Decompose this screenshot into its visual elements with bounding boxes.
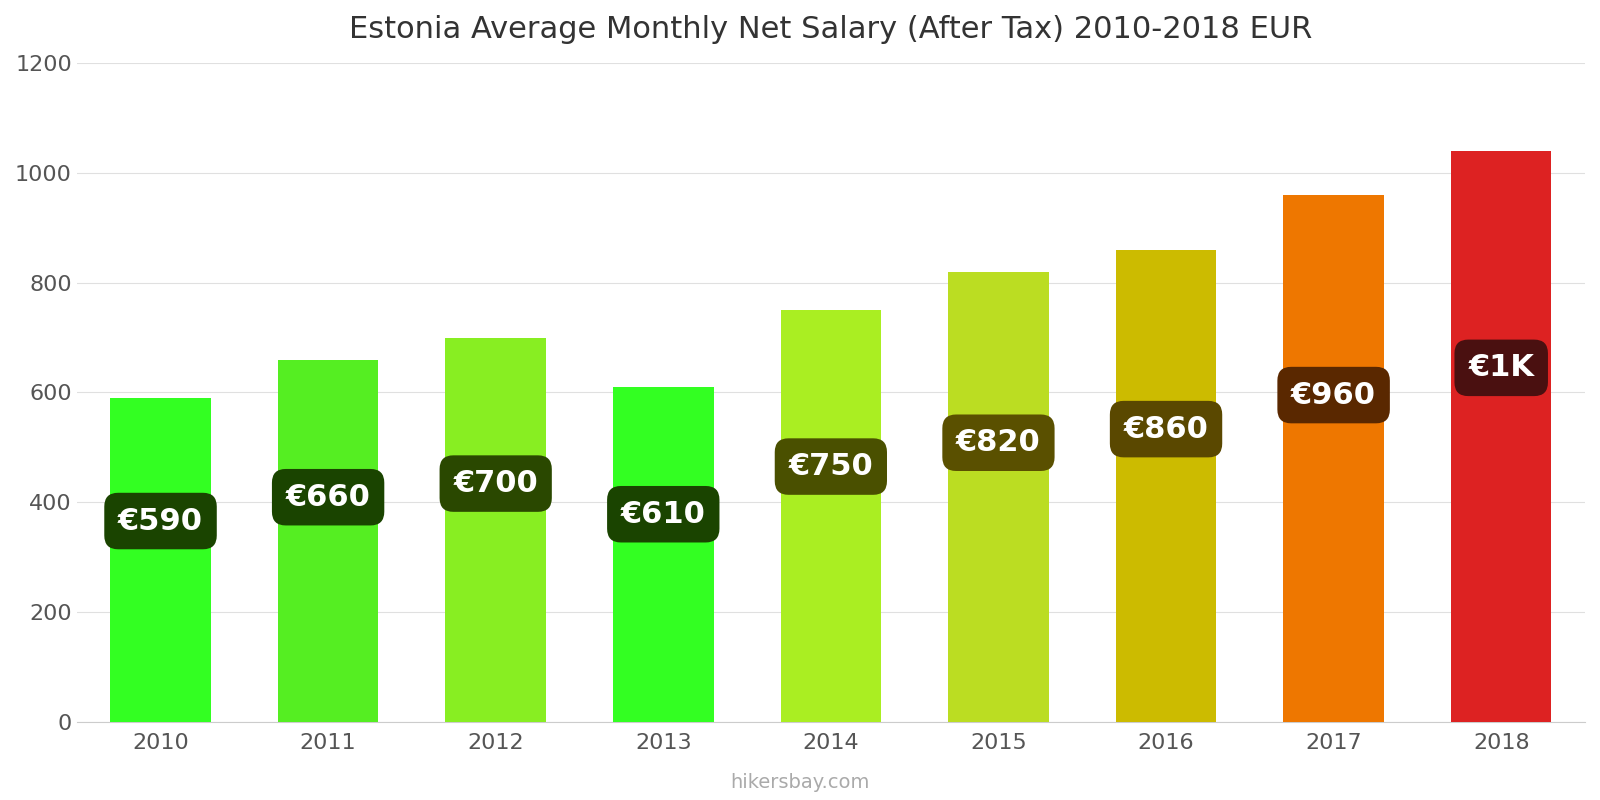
- Bar: [278, 359, 378, 722]
- Bar: [1283, 194, 1384, 722]
- Text: €700: €700: [453, 469, 538, 498]
- Text: €960: €960: [1291, 381, 1376, 410]
- Text: €750: €750: [789, 452, 874, 481]
- Bar: [445, 338, 546, 722]
- Text: hikersbay.com: hikersbay.com: [730, 773, 870, 792]
- Bar: [613, 387, 714, 722]
- Text: €860: €860: [1123, 414, 1208, 444]
- Bar: [110, 398, 211, 722]
- Text: €610: €610: [621, 500, 706, 529]
- Text: €590: €590: [118, 506, 203, 535]
- Text: €1K: €1K: [1469, 354, 1534, 382]
- Text: €820: €820: [957, 428, 1042, 458]
- Text: €660: €660: [286, 482, 371, 512]
- Title: Estonia Average Monthly Net Salary (After Tax) 2010-2018 EUR: Estonia Average Monthly Net Salary (Afte…: [349, 15, 1312, 44]
- Bar: [781, 310, 882, 722]
- Bar: [1115, 250, 1216, 722]
- Bar: [949, 272, 1048, 722]
- Bar: [1451, 151, 1552, 722]
